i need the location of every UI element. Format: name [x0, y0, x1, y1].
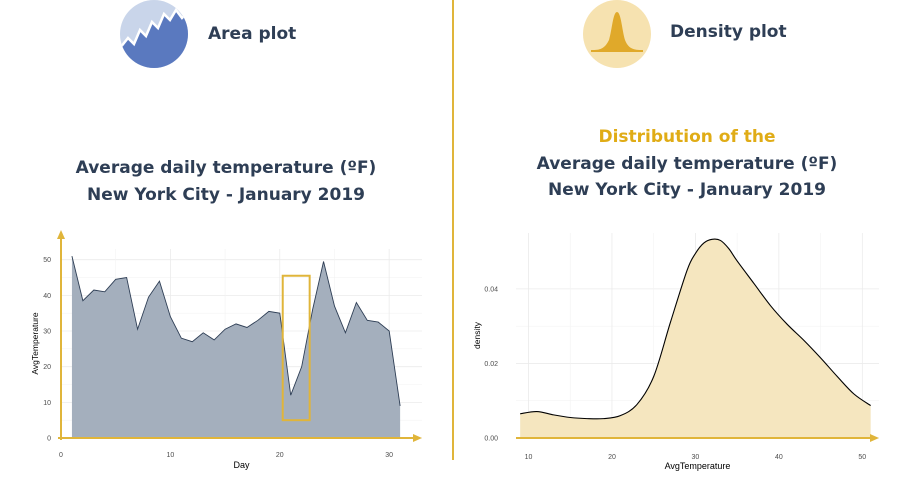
area-plot-icon [120, 0, 188, 68]
area-fill [520, 239, 871, 438]
x-axis-arrow [870, 434, 879, 442]
series-line [71, 256, 401, 406]
density-chart-title-line1: Average daily temperature (ºF) [536, 154, 838, 174]
y-tick-label: 40 [43, 293, 51, 300]
density-plot-icon [583, 0, 651, 68]
x-tick-label: 40 [775, 454, 783, 461]
x-tick-label: 30 [692, 454, 700, 461]
x-tick-label: 50 [858, 454, 866, 461]
series-line [520, 238, 871, 420]
density-chart-title-accent: Distribution of the [598, 127, 776, 147]
density-chart-title-line2: New York City - January 2019 [548, 180, 826, 200]
x-tick-label: 30 [385, 452, 393, 459]
x-tick-label: 20 [608, 454, 616, 461]
y-tick-label: 0.00 [484, 436, 498, 443]
x-axis-arrow [413, 434, 422, 442]
y-tick-label: 0.02 [484, 361, 498, 368]
x-tick-label: 10 [166, 452, 174, 459]
x-axis-title: Day [233, 460, 250, 470]
y-tick-label: 30 [43, 329, 51, 336]
y-tick-label: 20 [43, 364, 51, 371]
area-chart: 0 10 20 30 0 10 20 30 40 50 Day AvgTemperature [30, 230, 422, 470]
x-tick-label: 10 [525, 454, 533, 461]
area-plot-label: Area plot [208, 24, 297, 44]
x-tick-label: 0 [59, 452, 63, 459]
area-fill [71, 256, 401, 438]
area-chart-title-line1: Average daily temperature (ºF) [75, 158, 377, 178]
area-plot-panel: Area plot Average daily temperature (ºF)… [0, 0, 452, 482]
y-tick-label: 0.04 [484, 286, 498, 293]
highlight-box [281, 274, 311, 422]
y-tick-label: 50 [43, 257, 51, 264]
density-chart: 10 20 30 40 50 0.00 0.02 0.04 AvgTemperature dens… [472, 233, 879, 471]
x-axis-title: AvgTemperature [665, 461, 731, 471]
y-axis-arrow [57, 230, 65, 239]
y-axis-title: AvgTemperature [30, 312, 40, 374]
y-tick-label: 0 [47, 436, 51, 443]
panel-divider [452, 0, 454, 460]
y-tick-label: 10 [43, 400, 51, 407]
area-chart-title-line2: New York City - January 2019 [87, 185, 365, 205]
density-plot-label: Density plot [670, 22, 787, 42]
x-tick-label: 20 [276, 452, 284, 459]
y-axis-title: density [472, 321, 482, 349]
density-plot-panel: Density plot Distribution of the Average… [455, 0, 919, 482]
